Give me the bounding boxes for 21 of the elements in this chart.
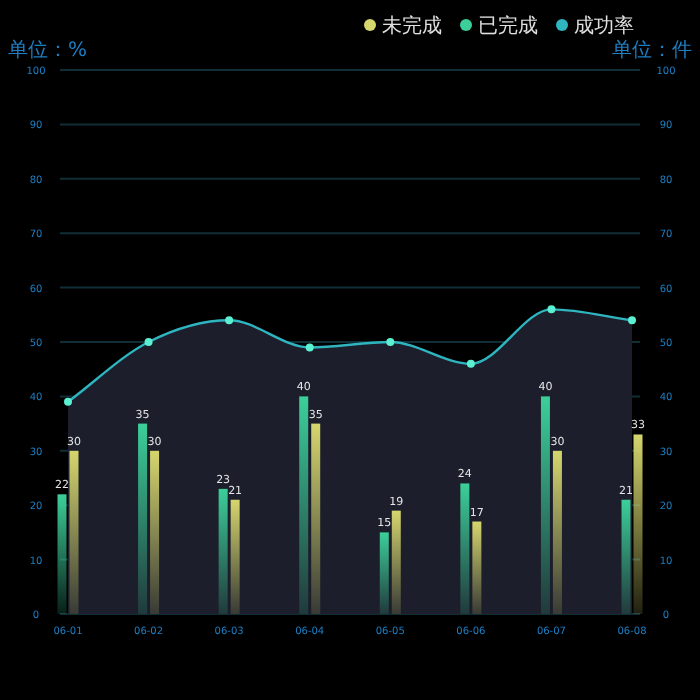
bar (379, 532, 389, 614)
bar (218, 488, 228, 614)
bar (472, 521, 482, 614)
y2-axis-title: 单位：件 (612, 38, 692, 62)
bar (391, 510, 401, 614)
bar (540, 396, 550, 614)
legend-label: 未完成 (382, 14, 442, 38)
bar (633, 434, 643, 614)
bar (552, 450, 562, 614)
y-axis-title: 单位：% (8, 38, 88, 62)
legend-label: 已完成 (478, 14, 538, 38)
legend-label: 成功率 (574, 14, 634, 38)
bar (57, 494, 67, 614)
bar (150, 450, 160, 614)
bar (311, 423, 321, 614)
bar (138, 423, 148, 614)
bar (69, 450, 79, 614)
bar (299, 396, 309, 614)
bar (230, 499, 240, 614)
bar (621, 499, 631, 614)
bar (460, 483, 470, 614)
